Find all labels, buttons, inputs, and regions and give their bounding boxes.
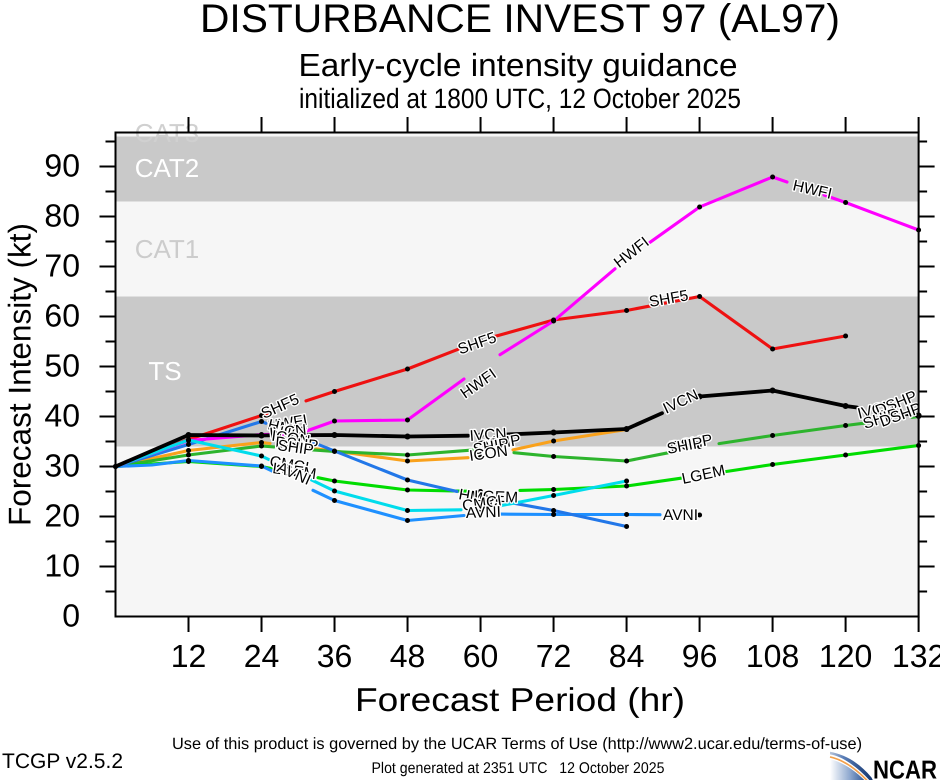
svg-text:108: 108 xyxy=(746,638,799,674)
svg-text:TS: TS xyxy=(148,356,181,386)
svg-text:SHF5: SHF5 xyxy=(648,287,690,311)
svg-text:Early-cycle intensity guidance: Early-cycle intensity guidance xyxy=(299,47,738,83)
svg-text:Use of this product is governe: Use of this product is governed by the U… xyxy=(172,735,862,753)
svg-text:IVCN: IVCN xyxy=(269,422,308,443)
svg-text:40: 40 xyxy=(44,398,80,434)
svg-text:0: 0 xyxy=(62,598,80,634)
svg-text:LGEM: LGEM xyxy=(474,488,519,507)
svg-text:24: 24 xyxy=(244,638,280,674)
svg-text:30: 30 xyxy=(44,448,80,484)
svg-text:36: 36 xyxy=(317,638,353,674)
svg-text:NCAR: NCAR xyxy=(873,755,937,780)
svg-text:20: 20 xyxy=(44,498,80,534)
svg-text:DSHP: DSHP xyxy=(275,434,319,455)
svg-text:initialized at 1800 UTC, 12 Oc: initialized at 1800 UTC, 12 October 2025 xyxy=(299,83,741,114)
svg-text:50: 50 xyxy=(44,348,80,384)
svg-text:LGEM: LGEM xyxy=(271,460,317,483)
svg-text:AVNI: AVNI xyxy=(466,504,502,522)
svg-text:Forecast Intensity (kt): Forecast Intensity (kt) xyxy=(2,223,38,526)
svg-text:Plot generated at 2351 UTC 1: Plot generated at 2351 UTC 12 October 20… xyxy=(372,760,665,777)
svg-text:TCGP v2.5.2: TCGP v2.5.2 xyxy=(2,750,123,773)
svg-text:60: 60 xyxy=(463,638,499,674)
svg-text:AVNI: AVNI xyxy=(663,507,698,524)
svg-text:ICON: ICON xyxy=(468,443,509,465)
svg-text:96: 96 xyxy=(682,638,718,674)
svg-text:120: 120 xyxy=(819,638,872,674)
svg-text:48: 48 xyxy=(390,638,426,674)
svg-text:90: 90 xyxy=(44,148,80,184)
svg-text:84: 84 xyxy=(609,638,645,674)
svg-text:10: 10 xyxy=(44,548,80,584)
svg-text:70: 70 xyxy=(44,248,80,284)
svg-text:60: 60 xyxy=(44,298,80,334)
svg-text:CAT1: CAT1 xyxy=(135,234,200,264)
svg-text:80: 80 xyxy=(44,198,80,234)
svg-text:12: 12 xyxy=(171,638,207,674)
svg-text:IVCN: IVCN xyxy=(469,425,507,445)
svg-text:72: 72 xyxy=(536,638,572,674)
svg-text:CAT2: CAT2 xyxy=(135,153,200,183)
svg-text:HMNI: HMNI xyxy=(266,416,309,442)
svg-text:132: 132 xyxy=(892,638,940,674)
svg-text:DISTURBANCE INVEST 97 (AL97): DISTURBANCE INVEST 97 (AL97) xyxy=(200,0,840,41)
svg-text:Forecast Period (hr): Forecast Period (hr) xyxy=(355,681,685,718)
